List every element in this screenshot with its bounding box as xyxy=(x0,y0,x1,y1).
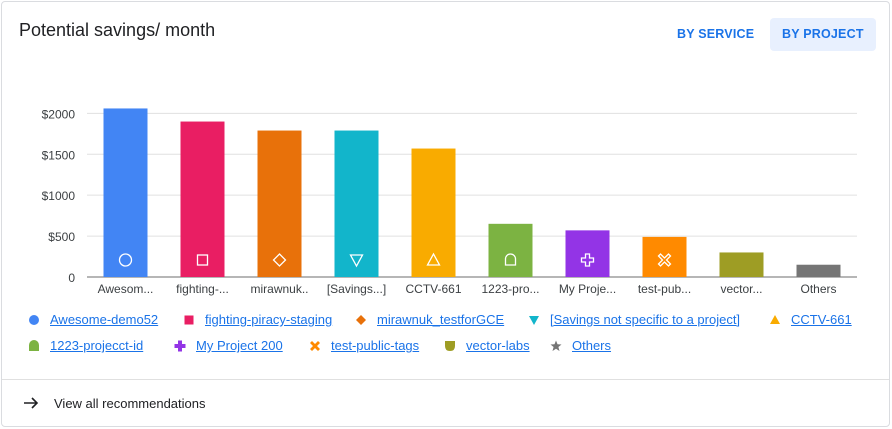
legend-item[interactable]: 1223-projecct-id xyxy=(28,338,143,353)
cross-legend-icon xyxy=(174,340,186,351)
x-cross-marker-icon xyxy=(657,253,672,267)
diamond-marker-icon xyxy=(272,253,287,267)
triangle-down-legend-icon xyxy=(529,315,539,325)
legend-label: [Savings not specific to a project] xyxy=(550,312,741,327)
circle-marker-icon xyxy=(118,253,133,267)
y-tick-label: 0 xyxy=(68,271,75,285)
y-tick-label: $2000 xyxy=(42,107,76,121)
legend-label: mirawnuk_testforGCE xyxy=(377,312,505,327)
by-service-button[interactable]: BY SERVICE xyxy=(677,27,755,41)
bar[interactable] xyxy=(488,223,533,277)
x-tick-label: My Proje... xyxy=(559,282,616,296)
bar[interactable] xyxy=(719,252,764,277)
x-tick-label: mirawnuk.. xyxy=(250,282,308,296)
y-tick-label: $500 xyxy=(48,230,75,244)
x-tick-label: vector... xyxy=(720,282,762,296)
triangle-down-marker-icon xyxy=(349,254,364,268)
y-tick-label: $1000 xyxy=(42,189,76,203)
x-cross-legend-icon xyxy=(310,340,320,351)
bar-chart: 0 $500 $1000 $1500 $2000 Awesom... fighting-..… xyxy=(42,107,857,296)
legend-label: test-public-tags xyxy=(331,338,420,353)
legend-label: fighting-piracy-staging xyxy=(205,312,333,327)
legend-item[interactable]: vector-labs xyxy=(444,338,530,353)
arrow-right-icon xyxy=(24,397,39,409)
square-legend-icon xyxy=(184,315,194,324)
bar[interactable] xyxy=(103,108,148,277)
x-tick-label: 1223-pro... xyxy=(481,282,539,296)
legend-item[interactable]: mirawnuk_testforGCE xyxy=(355,312,504,327)
x-tick-label: fighting-... xyxy=(176,282,229,296)
star-legend-icon xyxy=(550,340,562,351)
by-project-button[interactable]: BY PROJECT xyxy=(770,18,876,51)
card-title: Potential savings/ month xyxy=(19,20,216,40)
cross-marker-icon xyxy=(580,253,595,267)
y-tick-label: $1500 xyxy=(42,148,76,162)
bar[interactable] xyxy=(180,121,225,277)
legend-label: CCTV-661 xyxy=(791,312,852,327)
triangle-up-marker-icon xyxy=(426,252,441,266)
bar[interactable] xyxy=(334,130,379,277)
legend-label: Awesome-demo52 xyxy=(50,312,159,327)
rounded-square-marker-icon xyxy=(504,253,517,266)
x-tick-label: Others xyxy=(800,282,836,296)
legend-item[interactable]: My Project 200 xyxy=(174,338,283,353)
legend-item[interactable]: Awesome-demo52 xyxy=(28,312,158,327)
legend-item[interactable]: CCTV-661 xyxy=(769,312,852,327)
circle-legend-icon xyxy=(29,314,39,325)
legend-item[interactable]: [Savings not specific to a project] xyxy=(528,312,740,327)
legend-label: 1223-projecct-id xyxy=(50,338,144,353)
legend-item[interactable]: fighting-piracy-staging xyxy=(183,312,332,327)
view-all-label: View all recommendations xyxy=(54,395,206,411)
square-marker-icon xyxy=(196,254,209,266)
bar[interactable] xyxy=(411,148,456,277)
x-tick-label: Awesom... xyxy=(98,282,154,296)
bar[interactable] xyxy=(642,236,687,277)
legend-item[interactable]: Others xyxy=(550,338,611,353)
x-tick-label: [Savings...] xyxy=(327,282,386,296)
view-all-recommendations-link[interactable]: View all recommendations xyxy=(22,394,206,412)
bar[interactable] xyxy=(796,264,841,277)
legend-label: vector-labs xyxy=(466,338,530,353)
footer-divider xyxy=(2,379,889,380)
legend-label: Others xyxy=(572,338,612,353)
x-tick-label: CCTV-661 xyxy=(405,282,461,296)
x-tick-label: test-pub... xyxy=(638,282,691,296)
legend-label: My Project 200 xyxy=(196,338,283,353)
diamond-legend-icon xyxy=(356,314,366,325)
triangle-up-legend-icon xyxy=(770,314,780,324)
rounded-square-legend-icon xyxy=(29,339,39,351)
shield-legend-icon xyxy=(445,340,455,351)
legend-item[interactable]: test-public-tags xyxy=(309,338,419,353)
bar[interactable] xyxy=(257,130,302,277)
